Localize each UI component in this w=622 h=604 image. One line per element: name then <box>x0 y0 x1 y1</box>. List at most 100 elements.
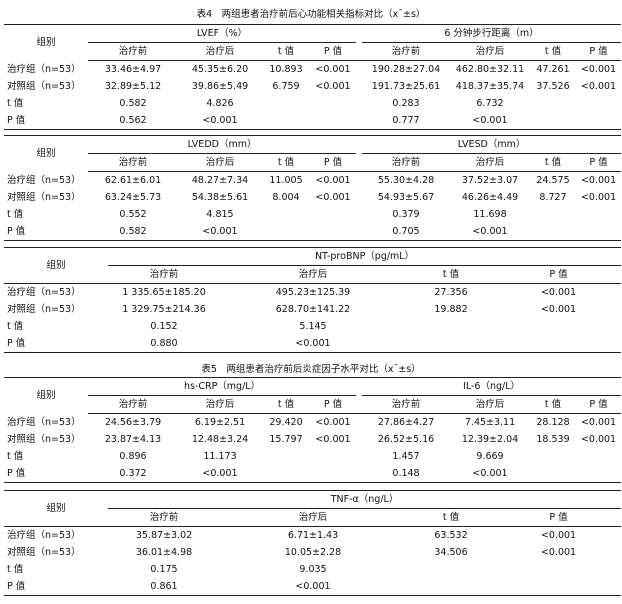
column-header: P 值 <box>576 153 622 172</box>
table-cell <box>576 223 622 241</box>
column-header: 治疗前 <box>88 42 178 61</box>
table-cell: 32.89±5.12 <box>104 81 162 92</box>
table-cell <box>496 318 621 335</box>
table-cell: 37.526 <box>536 81 570 92</box>
measure-header-ntprobnp: NT-proBNP（pg/mL） <box>108 247 622 266</box>
table-cell: 0.175 <box>150 564 178 575</box>
table-cell: <0.001 <box>178 112 262 130</box>
group-header: 组别 <box>4 247 108 284</box>
table-cell: 418.37±35.74 <box>455 81 525 92</box>
column-header: P 值 <box>576 42 622 61</box>
table-cell: 47.261 <box>536 64 570 75</box>
table-cell <box>310 95 356 112</box>
column-header: 治疗后 <box>178 153 262 172</box>
table-cell: 4.826 <box>206 98 234 109</box>
table-cell: 34.506 <box>434 547 468 558</box>
column-header: t 值 <box>262 42 310 61</box>
table-cell <box>406 578 496 596</box>
table-cell: 19.882 <box>434 304 468 315</box>
table-cell: 1 329.75±214.36 <box>122 304 206 315</box>
table-cell: 63.532 <box>434 530 468 541</box>
table4-block3: 组别 NT-proBNP（pg/mL） 治疗前 治疗后 t 值 P 值 治疗组（… <box>4 247 622 353</box>
table-cell <box>310 112 356 130</box>
table-cell: 27.86±4.27 <box>377 417 435 428</box>
table-row: 对照组（n=53） 63.24±5.73 54.38±5.61 8.004 <0.001… <box>4 189 621 206</box>
table-cell: 0.562 <box>88 112 178 130</box>
table-cell: 28.128 <box>536 417 570 428</box>
column-header-row: 治疗前 治疗后 t 值 P 值 治疗前 治疗后 t 值 P 值 <box>4 395 622 414</box>
table-cell: 54.38±5.61 <box>191 192 249 203</box>
column-header: t 值 <box>262 395 310 414</box>
table-cell: 8.004 <box>272 192 300 203</box>
row-label: P 值 <box>4 578 108 596</box>
table-cell <box>406 335 496 353</box>
measure-header-lvesd: LVESD（mm） <box>362 135 622 154</box>
table-row: P 值 0.582 <0.001 0.705 <0.001 <box>4 223 622 241</box>
row-label: 治疗组（n=53） <box>7 530 81 541</box>
table-cell: 0.552 <box>119 209 147 220</box>
column-header: 治疗后 <box>220 508 406 527</box>
column-header: t 值 <box>530 42 576 61</box>
column-header: 治疗前 <box>88 153 178 172</box>
table-row: t 值 0.152 5.145 <box>4 318 621 335</box>
table-row: 对照组（n=53） 36.01±4.98 10.05±2.28 34.506 <0.00… <box>4 544 621 561</box>
column-header: 治疗前 <box>88 395 178 414</box>
table-cell: 11.173 <box>203 451 237 462</box>
group-header: 组别 <box>4 490 108 527</box>
table-row: P 值 0.861 <0.001 <box>4 578 622 596</box>
table-cell: 26.52±5.16 <box>377 434 435 445</box>
table-cell <box>262 448 310 465</box>
table-cell: 9.669 <box>476 451 504 462</box>
table-cell <box>496 578 622 596</box>
table-cell: <0.001 <box>220 578 406 596</box>
table-row: 治疗组（n=53） 35.87±3.02 6.71±1.43 63.532 <0.001 <box>4 527 621 545</box>
column-header: P 值 <box>576 395 622 414</box>
table-row: 对照组（n=53） 32.89±5.12 39.86±5.49 6.759 <0.001… <box>4 78 621 95</box>
table-cell: 4.815 <box>206 209 234 220</box>
table-cell: <0.001 <box>540 304 577 315</box>
table-cell: <0.001 <box>580 64 617 75</box>
table-cell: 0.379 <box>392 209 420 220</box>
row-label: t 值 <box>7 451 24 462</box>
row-label: 对照组（n=53） <box>7 192 81 203</box>
column-header: P 值 <box>310 395 357 414</box>
table-cell <box>576 206 621 223</box>
row-label: 对照组（n=53） <box>7 434 81 445</box>
column-header: 治疗前 <box>108 265 220 284</box>
row-label: 治疗组（n=53） <box>7 63 81 75</box>
measure-header-tnfa: TNF-α（ng/L） <box>108 490 622 509</box>
column-header: t 值 <box>530 395 577 414</box>
table-cell: 23.87±4.13 <box>104 434 162 445</box>
column-header: t 值 <box>406 265 496 284</box>
table-cell <box>530 95 576 112</box>
column-header-row: 治疗前 治疗后 t 值 P 值 治疗前 治疗后 t 值 P 值 <box>4 42 622 61</box>
table-cell: <0.001 <box>580 434 617 445</box>
column-header: P 值 <box>310 42 356 61</box>
row-label: t 值 <box>7 209 24 220</box>
table-cell: <0.001 <box>580 175 617 186</box>
table-cell: <0.001 <box>450 112 530 130</box>
table-cell <box>576 112 622 130</box>
table-cell <box>310 206 356 223</box>
table-cell: 190.28±27.04 <box>371 64 441 75</box>
table-cell: 0.582 <box>88 223 178 241</box>
table-row: t 值 0.552 4.815 0.379 11.698 <box>4 206 621 223</box>
table-cell: 0.896 <box>119 451 147 462</box>
table-cell: 0.777 <box>362 112 450 130</box>
row-label: 治疗组（n=53） <box>7 416 81 428</box>
table-cell: <0.001 <box>450 465 531 483</box>
table-cell: 18.539 <box>536 434 570 445</box>
table-cell: 62.61±6.01 <box>104 175 162 186</box>
column-header-row: 治疗前 治疗后 t 值 P 值 治疗前 治疗后 t 值 P 值 <box>4 153 622 172</box>
column-header: t 值 <box>262 153 310 172</box>
table-cell: <0.001 <box>540 547 577 558</box>
measure-header-il6: IL-6（ng/L） <box>362 377 622 396</box>
column-header: t 值 <box>406 508 496 527</box>
row-label: P 值 <box>4 112 88 130</box>
table-cell <box>530 448 576 465</box>
table-cell: 0.148 <box>362 465 451 483</box>
group-header: 组别 <box>4 24 88 61</box>
column-header: 治疗前 <box>108 508 220 527</box>
table-cell: 36.01±4.98 <box>135 547 193 558</box>
table-cell: 6.71±1.43 <box>287 530 339 541</box>
